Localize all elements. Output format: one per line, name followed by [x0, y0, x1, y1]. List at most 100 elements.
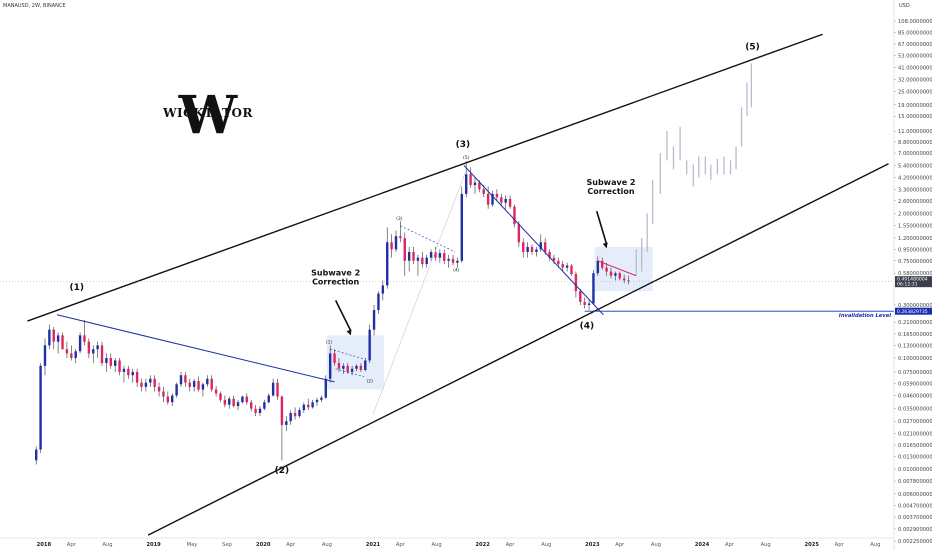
candle [364, 358, 367, 372]
candle-body [105, 358, 108, 364]
candle [92, 345, 95, 364]
subwave-label: (1) [326, 340, 333, 346]
price-tick-label: 108.000000000 [898, 19, 932, 25]
candle-body [618, 273, 621, 279]
candle-body [258, 408, 262, 413]
candle [526, 242, 529, 258]
candle [596, 256, 600, 276]
trendline-wave2-downtrend [56, 314, 335, 383]
time-axis: 2018 Apr Aug 2019 May Sep 2020 Apr Aug 2021 Apr Aug… [0, 537, 894, 548]
candle-body [570, 265, 573, 275]
candle [48, 324, 51, 350]
callout-arrow-head [602, 242, 608, 249]
candle-body [447, 258, 450, 261]
subwave-label: (5) [463, 155, 470, 161]
candle-body [140, 382, 143, 387]
candle [407, 246, 411, 272]
candle [83, 319, 86, 346]
candle [587, 300, 591, 311]
candle [535, 246, 538, 257]
time-tick-label: 2019 [146, 542, 161, 548]
candle [285, 416, 288, 432]
candle [605, 262, 608, 276]
candle-body [263, 402, 266, 409]
trendline-wave4-downtrend [463, 165, 604, 316]
callout-text: Correction [312, 278, 359, 287]
price-tick-label: 0.075000000 [898, 370, 932, 376]
candle-body [131, 371, 134, 376]
time-tick-label: 2022 [475, 542, 490, 548]
price-tick-label: 3.300000000 [898, 187, 932, 193]
candle-body [614, 273, 617, 276]
candle [245, 393, 249, 405]
correction-boxes [326, 246, 653, 390]
candle [324, 375, 327, 399]
candle-body [421, 257, 424, 265]
candle [34, 446, 38, 465]
candle-body [179, 375, 183, 385]
candle [421, 251, 424, 268]
time-tick-label: Aug [761, 542, 771, 548]
candle [219, 391, 222, 403]
candle-body [504, 198, 507, 203]
price-tick-label: 1.550000000 [898, 224, 932, 230]
candle [166, 391, 170, 405]
price-tick-label: 0.100000000 [898, 356, 932, 362]
candle-body [56, 335, 60, 342]
candle [254, 404, 257, 417]
wave-label: (3) [456, 140, 471, 150]
candle [495, 189, 499, 201]
candle-body [223, 399, 227, 405]
candle [65, 341, 69, 359]
candle-body [52, 329, 55, 342]
price-axis: 108.000000000 85.000000000 67.000000000 53.… [893, 0, 932, 550]
candle-body [100, 345, 104, 364]
candle [579, 288, 582, 305]
candle [438, 249, 442, 263]
wave-label: (4) [580, 321, 595, 331]
price-tick-label: 0.004700000 [898, 504, 932, 510]
candle-body [350, 368, 354, 372]
candle-body [113, 360, 117, 366]
candle-body [74, 351, 77, 359]
candle [399, 221, 402, 243]
candle [149, 375, 152, 387]
candle-body [48, 329, 51, 346]
price-tick-label: 0.165000000 [898, 332, 932, 338]
candle [241, 395, 244, 404]
candle [192, 378, 196, 392]
candle-body [311, 402, 314, 408]
candle [39, 363, 42, 453]
wave-labels: (1)(2)(3)(4)(5)(1)(2)(3)(4)(5)Subwave 2C… [70, 42, 760, 476]
time-tick-label: Apr [67, 542, 77, 548]
candle [548, 249, 551, 261]
price-tick-label: 4.200000000 [898, 176, 932, 182]
time-tick-label: 2023 [585, 542, 600, 548]
candle [583, 297, 586, 309]
candle [43, 338, 47, 376]
candle [601, 257, 604, 270]
time-tick-label: 2025 [805, 542, 820, 548]
price-tick-label: 0.300000000 [898, 303, 932, 309]
candle-body [61, 335, 64, 350]
candle [87, 338, 91, 359]
candle-body [70, 353, 73, 359]
candle-body [87, 341, 91, 354]
candle-body [381, 285, 385, 294]
last-price-timer: 06:12:31 [897, 282, 918, 288]
candle-body [337, 363, 341, 369]
candle-body [592, 273, 595, 304]
candle-body [254, 408, 257, 413]
candle [491, 190, 494, 207]
candle [469, 167, 472, 188]
price-tick-label: 67.000000000 [898, 42, 932, 48]
time-tick-label: 2024 [695, 542, 710, 548]
candle [223, 395, 227, 408]
candle-body [574, 274, 578, 292]
candle-body [478, 182, 481, 190]
candle-body [342, 365, 345, 369]
candle [188, 378, 191, 392]
time-tick-label: Aug [322, 542, 332, 548]
currency-label: USD [899, 3, 910, 9]
